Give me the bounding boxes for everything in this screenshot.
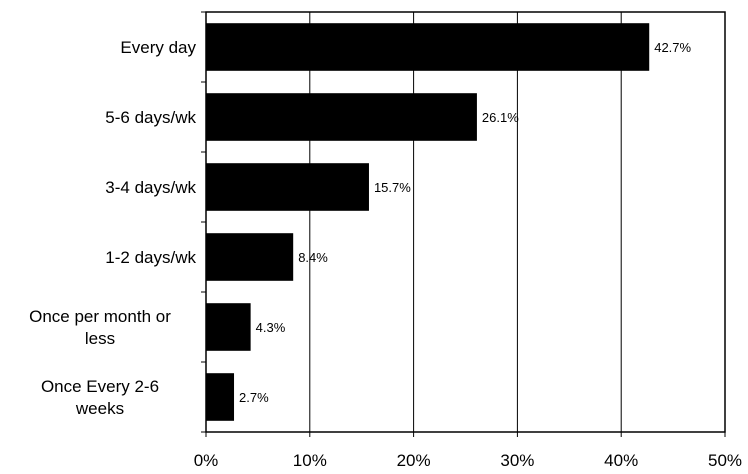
x-tick-label-10: 10% (293, 451, 327, 470)
data-label-4: 4.3% (256, 320, 286, 335)
category-label-1: 5-6 days/wk (105, 108, 196, 127)
bar-3 (206, 233, 294, 281)
x-tick-label-40: 40% (604, 451, 638, 470)
bar-2 (206, 163, 369, 211)
data-label-5: 2.7% (239, 390, 269, 405)
data-label-0: 42.7% (654, 40, 691, 55)
category-label-5-line-0: Once Every 2-6 (41, 377, 159, 396)
gridlines (309, 12, 622, 432)
x-tick-label-50: 50% (708, 451, 742, 470)
x-tick-label-30: 30% (500, 451, 534, 470)
bar-1 (206, 93, 477, 141)
x-tick-label-0: 0% (194, 451, 219, 470)
data-label-1: 26.1% (482, 110, 519, 125)
category-label-2: 3-4 days/wk (105, 178, 196, 197)
data-label-2: 15.7% (374, 180, 411, 195)
data-label-3: 8.4% (298, 250, 328, 265)
x-tick-label-20: 20% (397, 451, 431, 470)
category-label-4-line-0: Once per month or (29, 307, 171, 326)
bar-4 (206, 303, 251, 351)
labels: 42.7% 26.1% 15.7% 8.4% 4.3% 2.7% 0% 10% 20% 30% 40… (29, 38, 742, 470)
plot-frame (205, 11, 726, 433)
category-label-3: 1-2 days/wk (105, 248, 196, 267)
bars (206, 23, 650, 421)
category-label-0: Every day (120, 38, 196, 57)
category-label-4-line-1: less (85, 329, 115, 348)
bar-0 (206, 23, 650, 71)
axes (201, 11, 726, 437)
category-label-5-line-1: weeks (75, 399, 124, 418)
bar-5 (206, 373, 235, 421)
